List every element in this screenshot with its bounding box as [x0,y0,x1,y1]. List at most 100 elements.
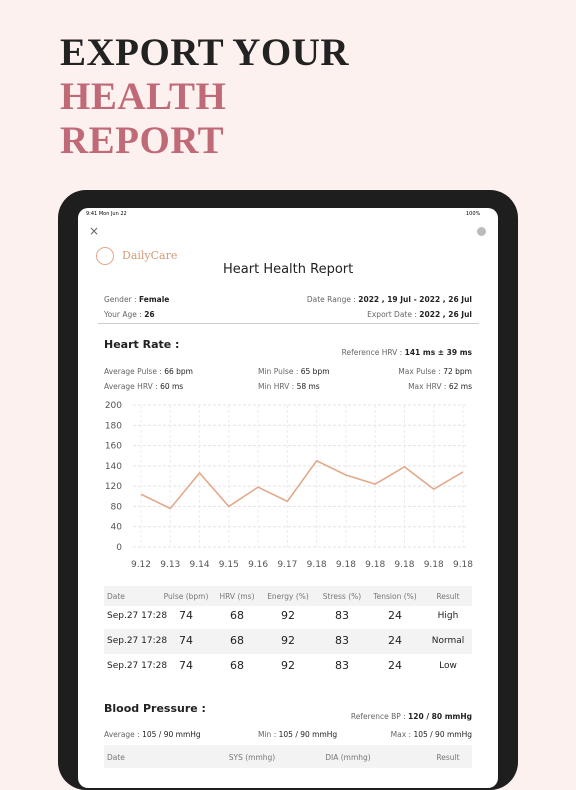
table-header: Pulse (bpm) [163,592,209,601]
table-cell: Sep.27 17:28 [107,611,168,621]
value: 120 / 80 mmHg [408,712,472,721]
x-tick-label: 9.12 [131,560,151,570]
value: 66 bpm [164,367,193,376]
table-cell: 92 [281,659,295,672]
table-cell: Normal [431,636,465,646]
table-cell: Low [439,661,457,671]
table-header: Tension (%) [373,592,417,601]
label: Export Date : [367,310,417,319]
table-header: Energy (%) [267,592,309,601]
logo [96,247,114,265]
x-tick-label: 9.18 [307,560,327,570]
info-button[interactable] [477,227,486,236]
table-cell: Sep.27 17:28 [107,636,168,646]
stat: Max HRV : 62 ms [408,382,472,391]
label: Max : [390,730,412,739]
table-cell: 24 [388,659,402,672]
table-header: Result [436,753,460,762]
table-header: Date [107,592,125,601]
status-time: 9:41 Mon Jun 22 [86,211,127,217]
stat: Max Pulse : 72 bpm [398,367,472,376]
table-cell: 92 [281,634,295,647]
page: EXPORT YOUR HEALTH REPORT 9:41 Mon Jun 2… [58,31,518,790]
label: Date Range : [306,295,356,304]
table-header: DIA (mmhg) [325,753,371,762]
y-tick-label: 0 [116,543,122,553]
table-cell: 83 [335,609,349,622]
table-header-bg [104,586,472,606]
table-header: SYS (mmhg) [228,753,276,762]
x-tick-label: 9.13 [160,560,180,570]
x-tick-label: 9.17 [277,560,297,570]
report-title: Heart Health Report [223,262,354,277]
headline: REPORT [60,119,225,162]
stat: Min HRV : 58 ms [258,382,320,391]
value: 105 / 90 mmHg [413,730,472,739]
x-tick-label: 9.18 [453,560,473,570]
table-cell: 74 [179,634,193,647]
table-cell: 68 [230,609,244,622]
value: 60 ms [160,382,184,391]
value: Female [138,295,170,304]
x-tick-label: 9.18 [424,560,444,570]
value: 26 [144,310,155,319]
label: Reference BP : [350,712,406,721]
section-title: Heart Rate : [104,338,180,351]
label: Average HRV : [104,382,158,391]
stat: Min : 105 / 90 mmHg [258,730,337,739]
table-cell: 74 [179,659,193,672]
table-cell: 24 [388,634,402,647]
table-header-bg [104,745,472,768]
status-battery: 100% [466,211,481,217]
table-header: HRV (ms) [219,592,255,601]
label: Reference HRV : [341,348,403,357]
table-cell: 83 [335,659,349,672]
value: 2022 , 19 Jul - 2022 , 26 Jul [358,295,472,304]
close-button[interactable]: × [89,224,100,238]
table-header: Result [436,592,460,601]
value: 65 bpm [300,367,330,376]
section-title: Blood Pressure : [104,702,206,715]
x-tick-label: 9.18 [394,560,414,570]
table-cell: 68 [230,659,244,672]
y-tick-label: 200 [105,401,122,411]
table-cell: 24 [388,609,402,622]
label: Min HRV : [258,382,295,391]
table-header: Stress (%) [322,592,362,601]
x-tick-label: 9.15 [219,560,239,570]
headline: EXPORT YOUR [60,31,350,74]
y-tick-label: 120 [105,482,122,492]
chart: 0 40 80 120 140 160 180 200 9.12 9.13 9.14 9.15 9.16… [105,401,473,570]
label: Max HRV : [408,382,447,391]
stat: Average HRV : 60 ms [104,382,183,391]
table-cell: 92 [281,609,295,622]
brand: DailyCare [122,249,178,262]
x-tick-label: 9.18 [336,560,356,570]
label: Average Pulse : [104,367,162,376]
value: 58 ms [296,382,320,391]
table-cell: High [437,611,459,621]
stat: Average : 105 / 90 mmHg [104,730,201,739]
table-cell: 68 [230,634,244,647]
stat: Min Pulse : 65 bpm [258,367,330,376]
label: Gender : [104,295,137,304]
table-row-bg [104,629,472,654]
value: 62 ms [448,382,472,391]
y-tick-label: 40 [111,523,123,533]
divider [98,323,479,324]
y-tick-label: 140 [105,462,122,472]
value: 105 / 90 mmHg [278,730,338,739]
value: 72 bpm [443,367,472,376]
table-cell: 74 [179,609,193,622]
stat: Max : 105 / 90 mmHg [391,730,472,739]
x-tick-label: 9.14 [190,560,210,570]
label: Average : [104,730,140,739]
stat: Average Pulse : 66 bpm [104,367,193,376]
y-tick-label: 180 [105,421,122,431]
y-tick-label: 80 [111,502,123,512]
label: Min Pulse : [258,367,299,376]
y-tick-label: 160 [105,442,122,452]
table-cell: 83 [335,634,349,647]
label: Min : [258,730,277,739]
table-header: Date [107,753,125,762]
